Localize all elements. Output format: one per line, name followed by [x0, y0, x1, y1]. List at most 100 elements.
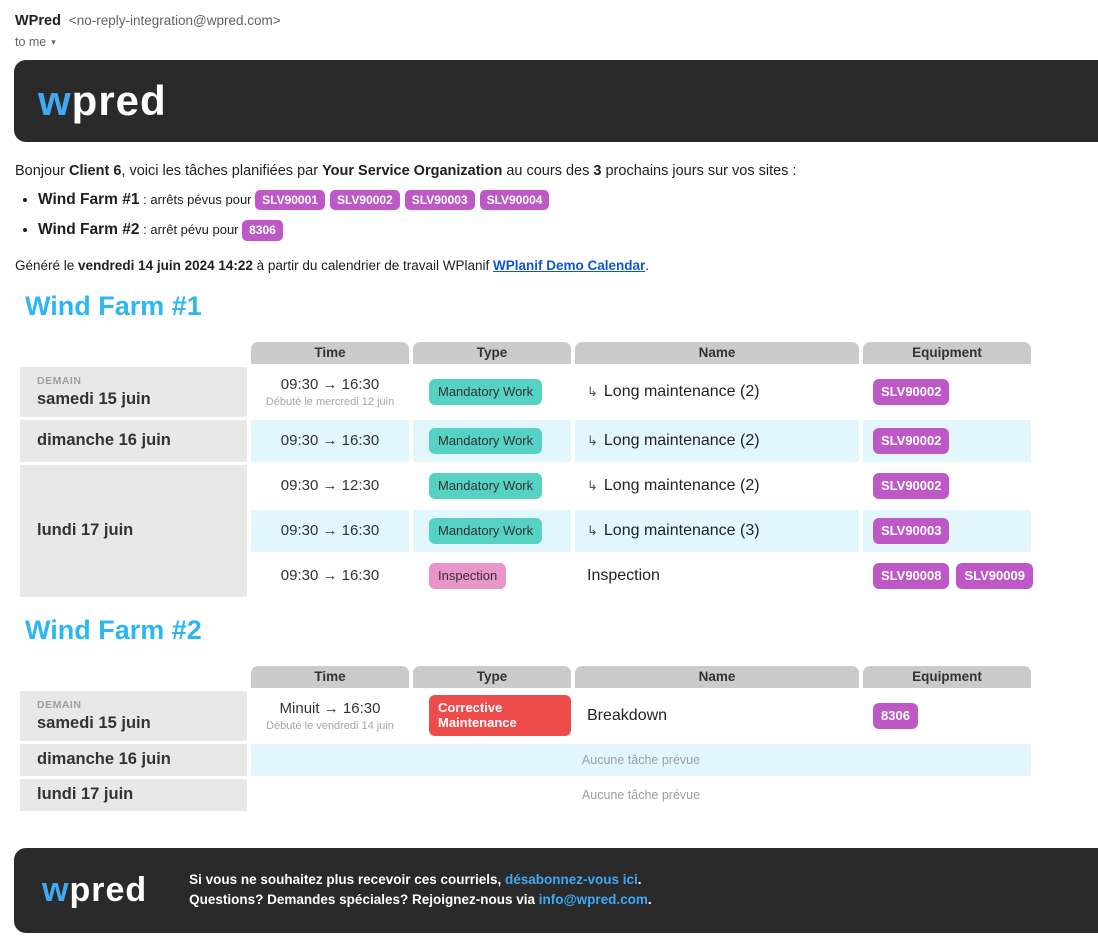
recipient-dropdown[interactable]: to me ▾: [15, 35, 56, 49]
task-time: 09:30 → 16:30: [280, 432, 380, 450]
date-label: lundi 17 juin: [37, 785, 134, 804]
wpred-logo: wpred: [38, 77, 167, 125]
list-item: Wind Farm #1 : arrêts pévus pour SLV9000…: [38, 190, 1098, 211]
table-header-spacer: [20, 342, 247, 364]
tomorrow-tag: DEMAIN: [37, 698, 82, 711]
table-header-cell: Name: [575, 665, 859, 688]
generated-text: Généré le: [15, 257, 79, 273]
task-time-note: Débuté le vendredi 14 juin: [266, 719, 394, 732]
intro-text: Bonjour: [15, 163, 70, 179]
type-badge: Mandatory Work: [429, 427, 543, 454]
client-name: Client 6: [69, 163, 122, 179]
task-time: 09:30 → 16:30: [280, 522, 380, 540]
logo-letter-w: w: [38, 77, 72, 124]
type-badge: Corrective Maintenance: [429, 695, 571, 737]
bottom-gap: [0, 933, 1098, 940]
task-name-cell: ↳ Long maintenance (2): [575, 366, 859, 417]
recipient-label: to me: [15, 35, 47, 49]
table-header-cell: Name: [575, 341, 859, 364]
section-title-wind-farm-1: Wind Farm #1: [25, 290, 202, 321]
task-time: 09:30 → 16:30: [280, 375, 380, 393]
task-time-cell: 09:30 → 16:30: [251, 509, 409, 552]
unsubscribe-link[interactable]: désabonnez-vous ici: [505, 872, 638, 888]
contact-email-link[interactable]: info@wpred.com: [538, 892, 648, 908]
footer-text: Si vous ne souhaitez plus recevoir ces c…: [189, 870, 652, 910]
days-count: 3: [593, 163, 602, 179]
table-header-cell: Equipment: [863, 341, 1031, 364]
sender-name: WPred: [15, 13, 61, 29]
task-equipment-cell: SLV90002: [863, 464, 1031, 507]
task-name-cell: ↳ Long maintenance (3): [575, 509, 859, 552]
equipment-badge: SLV90003: [404, 190, 475, 211]
date-cell: lundi 17 juin: [20, 778, 247, 811]
date-label: dimanche 16 juin: [37, 750, 171, 769]
logo-letter-w: w: [42, 870, 70, 909]
brand-footer: wpred Si vous ne souhaitez plus recevoir…: [14, 847, 1098, 933]
task-time: Minuit → 16:30: [279, 699, 381, 717]
subtask-arrow-icon: ↳: [587, 432, 598, 448]
task-name-cell: ↳ Long maintenance (2): [575, 419, 859, 462]
sender-address: <no-reply-integration@wpred.com>: [68, 13, 281, 28]
generated-datetime: vendredi 14 juin 2024 14:22: [78, 257, 253, 273]
equipment-badge: SLV90009: [956, 562, 1033, 589]
equipment-badge: SLV90003: [873, 517, 950, 544]
task-time-cell: 09:30 → 16:30: [251, 554, 409, 597]
task-name: Long maintenance (2): [603, 382, 760, 400]
sites-summary-list: Wind Farm #1 : arrêts pévus pour SLV9000…: [0, 190, 1098, 241]
date-cell: DEMAIN samedi 15 juin: [20, 690, 247, 741]
email-meta: WPred <no-reply-integration@wpred.com> t…: [0, 0, 1098, 51]
site-name: Wind Farm #2: [38, 221, 140, 239]
site-name: Wind Farm #1: [38, 191, 140, 208]
schedule-table-wind-farm-1: Time Type Name Equipment DEMAIN samedi 15 jui…: [20, 341, 1098, 597]
intro-text: prochains jours sur vos sites :: [601, 163, 797, 179]
site-badges: 8306: [242, 220, 288, 241]
generated-text: à partir du calendrier de travail WPlani…: [252, 257, 493, 273]
tomorrow-tag: DEMAIN: [37, 374, 82, 387]
equipment-badge: SLV90002: [329, 190, 400, 211]
site-text: : arrêt pévu pour: [139, 222, 243, 238]
task-type-cell: Mandatory Work: [413, 419, 571, 462]
task-name: Long maintenance (3): [603, 521, 760, 539]
email-sender-line: WPred <no-reply-integration@wpred.com>: [15, 12, 1098, 29]
table-header-cell: Time: [251, 341, 409, 364]
table-header-cell: Time: [251, 665, 409, 688]
logo-rest: pred: [69, 870, 148, 909]
task-equipment-cell: SLV90002: [863, 366, 1031, 417]
task-name: Breakdown: [587, 706, 668, 724]
intro-text: au cours des: [502, 163, 594, 179]
equipment-badge: SLV90008: [873, 562, 950, 589]
chevron-down-icon: ▾: [51, 36, 56, 47]
equipment-badge: SLV90004: [479, 190, 550, 211]
unsubscribe-line: Si vous ne souhaitez plus recevoir ces c…: [189, 870, 652, 890]
site-badges: SLV90001 SLV90002 SLV90003 SLV90004: [255, 190, 554, 211]
task-name: Long maintenance (2): [603, 476, 760, 494]
task-time: 09:30 → 16:30: [280, 567, 380, 585]
date-cell: DEMAIN samedi 15 juin: [20, 366, 247, 417]
empty-row: Aucune tâche prévue: [251, 778, 1031, 811]
equipment-badge: 8306: [242, 220, 283, 241]
type-badge: Mandatory Work: [429, 517, 543, 544]
task-name-cell: Inspection: [575, 554, 859, 597]
task-type-cell: Mandatory Work: [413, 366, 571, 417]
list-item: Wind Farm #2 : arrêt pévu pour 8306: [38, 220, 1098, 241]
brand-header: wpred: [14, 60, 1098, 142]
date-cell: dimanche 16 juin: [20, 743, 247, 776]
calendar-link[interactable]: WPlanif Demo Calendar: [493, 257, 646, 273]
generated-line: Généré le vendredi 14 juin 2024 14:22 à …: [15, 258, 1098, 273]
task-time-cell: Minuit → 16:30 Débuté le vendredi 14 juin: [251, 690, 409, 741]
task-equipment-cell: SLV90008 SLV90009: [863, 554, 1033, 597]
task-type-cell: Mandatory Work: [413, 464, 571, 507]
section-title-wind-farm-2: Wind Farm #2: [25, 614, 202, 645]
equipment-badge: SLV90001: [255, 190, 325, 211]
task-name-cell: Breakdown: [575, 690, 859, 741]
task-time-cell: 09:30 → 12:30: [251, 464, 409, 507]
footer-line-text: Questions? Demandes spéciales? Rejoignez…: [189, 892, 539, 908]
equipment-badge: SLV90002: [873, 472, 950, 499]
date-cell: dimanche 16 juin: [20, 419, 247, 462]
subtask-arrow-icon: ↳: [587, 477, 598, 493]
organization-name: Your Service Organization: [322, 163, 503, 179]
table-header-cell: Equipment: [863, 665, 1031, 688]
date-cell: lundi 17 juin: [20, 464, 247, 597]
task-time-cell: 09:30 → 16:30: [251, 419, 409, 462]
footer-line-text: Si vous ne souhaitez plus recevoir ces c…: [189, 872, 506, 888]
